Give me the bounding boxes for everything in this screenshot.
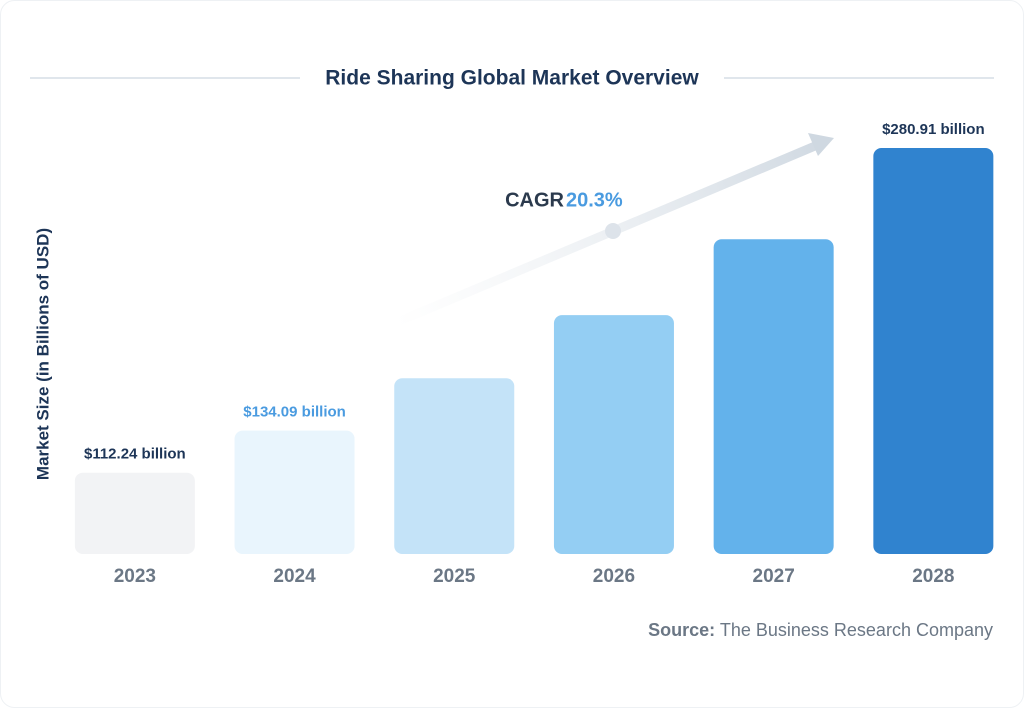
x-tick-label: 2023	[114, 566, 156, 587]
bar	[873, 147, 994, 555]
trend-arrow-head	[808, 133, 834, 156]
cagr-value: 20.3%	[566, 189, 623, 211]
value-label: $134.09 billion	[243, 404, 346, 421]
bar	[553, 315, 674, 554]
trend-dot	[605, 223, 621, 239]
x-tick-label: 2026	[593, 566, 635, 587]
x-tick-label: 2027	[753, 566, 795, 587]
bar	[713, 239, 834, 554]
source-text: The Business Research Company	[720, 620, 993, 640]
bar	[234, 430, 355, 554]
bar	[394, 378, 515, 554]
source: Source: The Business Research Company	[648, 620, 993, 640]
bar	[74, 472, 195, 554]
value-label: $280.91 billion	[882, 121, 985, 138]
y-axis-label: Market Size (in Billions of USD)	[33, 228, 52, 480]
value-label: $112.24 billion	[84, 446, 186, 463]
x-tick-label: 2025	[433, 566, 476, 587]
trend-arrow	[390, 141, 820, 328]
x-tick-label: 2028	[912, 566, 954, 587]
x-tick-label: 2024	[273, 566, 316, 587]
cagr-label: CAGR	[505, 189, 564, 211]
source-label: Source:	[648, 620, 715, 640]
chart-title: Ride Sharing Global Market Overview	[325, 67, 699, 90]
